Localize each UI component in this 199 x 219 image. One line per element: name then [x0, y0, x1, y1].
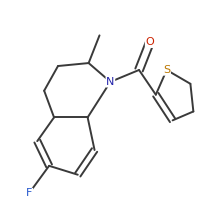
Text: S: S — [163, 65, 170, 75]
Text: O: O — [145, 37, 154, 47]
Text: N: N — [106, 77, 115, 87]
Text: F: F — [26, 189, 32, 198]
